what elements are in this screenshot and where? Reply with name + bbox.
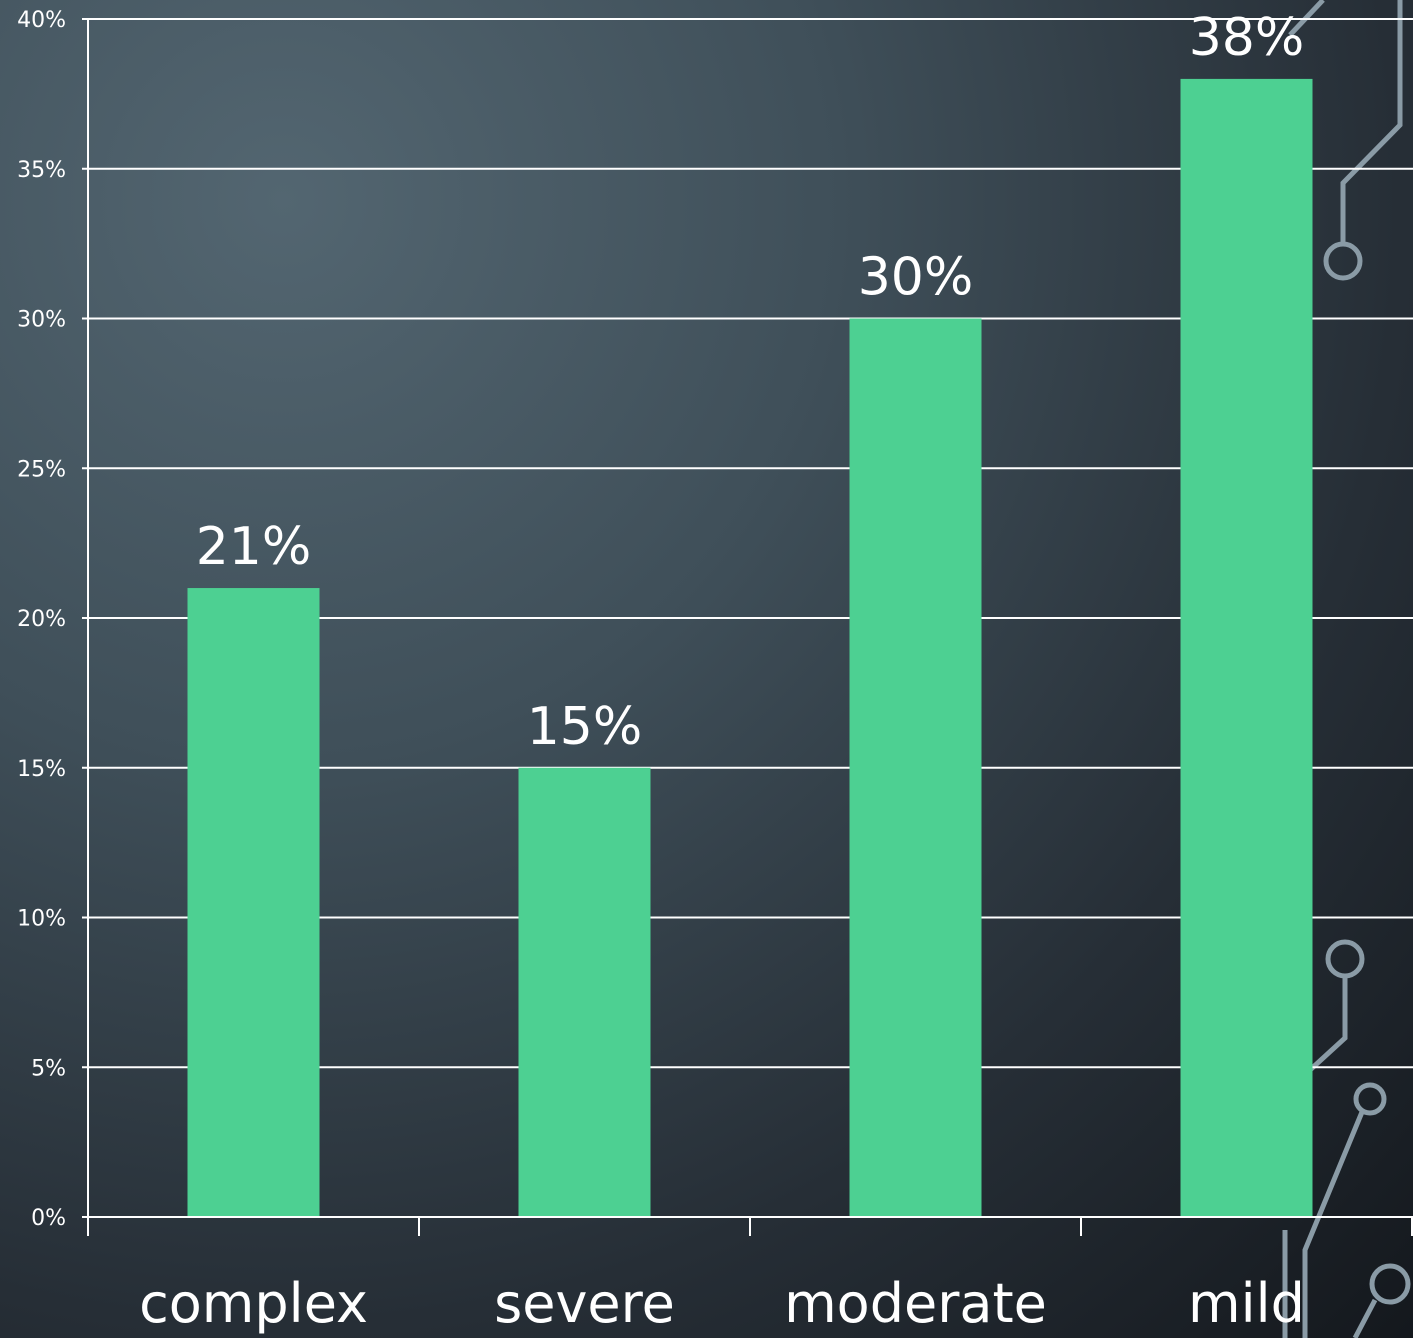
y-tick-label: 5% xyxy=(31,1056,66,1081)
bar-complex xyxy=(187,588,320,1217)
data-label-complex: 21% xyxy=(196,517,312,577)
labels: 0% 5% 10% 15% 20% 25% 30% 35% 40% 21% complex 15% se… xyxy=(17,8,1305,1335)
data-label-moderate: 30% xyxy=(858,248,974,308)
circuit-decoration xyxy=(1282,0,1411,1338)
axes xyxy=(87,19,1413,1236)
y-tick-label: 35% xyxy=(17,158,66,183)
x-category-label-complex: complex xyxy=(139,1272,368,1335)
bar-severe xyxy=(518,767,651,1217)
x-category-label-moderate: moderate xyxy=(784,1272,1047,1335)
x-category-label-mild: mild xyxy=(1188,1272,1305,1335)
bar-mild xyxy=(1180,78,1313,1217)
y-tick-label: 10% xyxy=(17,907,66,932)
y-tick-label: 20% xyxy=(17,607,66,632)
y-tick-label: 40% xyxy=(17,8,66,33)
y-tick-label: 30% xyxy=(17,308,66,333)
data-label-severe: 15% xyxy=(527,697,643,757)
bars xyxy=(187,78,1313,1217)
x-category-label-severe: severe xyxy=(494,1272,675,1335)
data-label-mild: 38% xyxy=(1189,8,1305,68)
y-tick-label: 15% xyxy=(17,757,66,782)
y-tick-label: 25% xyxy=(17,457,66,482)
y-tick-label: 0% xyxy=(31,1206,66,1231)
bar-moderate xyxy=(849,318,982,1217)
